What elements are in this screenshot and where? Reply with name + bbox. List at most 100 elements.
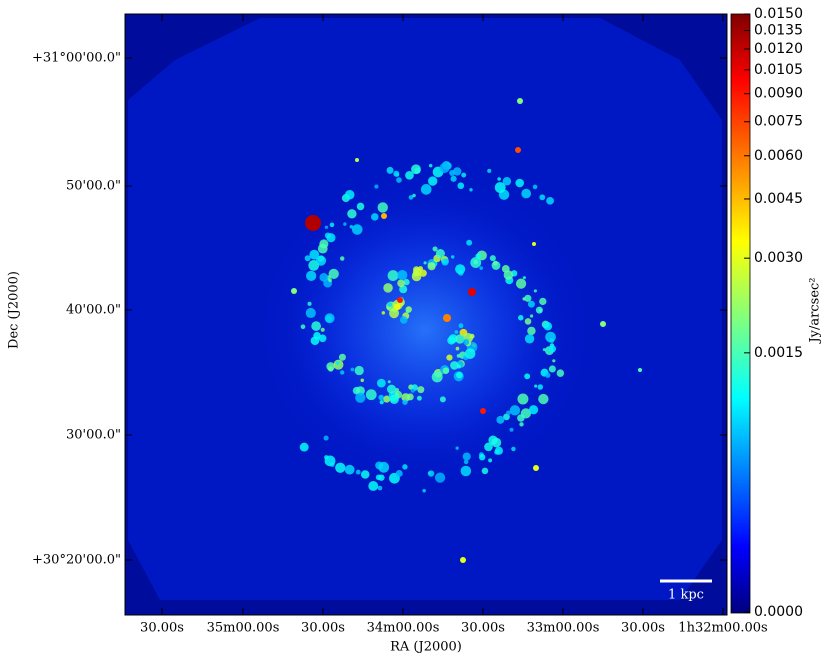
emission-region bbox=[326, 233, 336, 243]
emission-region bbox=[519, 422, 524, 427]
emission-region bbox=[324, 455, 329, 460]
bright-source bbox=[638, 368, 642, 372]
emission-region bbox=[439, 162, 450, 174]
emission-region bbox=[383, 395, 391, 403]
emission-region bbox=[479, 266, 483, 270]
emission-region bbox=[453, 167, 462, 176]
y-tick-label: +31°00'00.0" bbox=[32, 51, 121, 66]
emission-region bbox=[360, 378, 365, 383]
emission-region bbox=[381, 311, 385, 315]
emission-region bbox=[464, 348, 476, 359]
x-tick-label: 35m00.00s bbox=[207, 621, 280, 636]
emission-region bbox=[556, 369, 565, 377]
emission-region bbox=[463, 459, 469, 465]
emission-region bbox=[300, 324, 306, 330]
emission-region bbox=[393, 170, 400, 177]
emission-region bbox=[319, 273, 328, 282]
emission-region bbox=[548, 345, 557, 353]
colorbar-tick-label: 0.0015 bbox=[754, 345, 803, 361]
emission-region bbox=[517, 393, 529, 405]
emission-region bbox=[355, 386, 365, 396]
emission-region bbox=[503, 413, 510, 421]
emission-region bbox=[305, 307, 316, 319]
emission-region bbox=[469, 188, 473, 192]
emission-region bbox=[539, 194, 546, 201]
emission-region bbox=[371, 213, 379, 221]
emission-region bbox=[450, 175, 457, 182]
colorbar-tick-label: 0.0000 bbox=[754, 604, 803, 620]
emission-region bbox=[529, 314, 534, 318]
emission-region bbox=[501, 265, 510, 273]
emission-region bbox=[339, 256, 345, 261]
emission-region bbox=[478, 454, 486, 461]
emission-region bbox=[354, 365, 364, 376]
emission-region bbox=[324, 313, 335, 324]
emission-region bbox=[383, 283, 393, 293]
emission-region bbox=[446, 354, 453, 361]
emission-region bbox=[456, 371, 463, 379]
colorbar-tick-label: 0.0075 bbox=[754, 114, 803, 130]
colorbar-tick-label: 0.0045 bbox=[754, 191, 803, 207]
x-tick-label: 33m00.00s bbox=[527, 621, 600, 636]
emission-region bbox=[395, 469, 403, 477]
emission-region bbox=[329, 222, 335, 228]
x-tick-label: 30.00s bbox=[301, 621, 345, 636]
emission-region bbox=[319, 239, 329, 249]
emission-region bbox=[416, 395, 422, 401]
emission-region bbox=[406, 393, 414, 401]
emission-region bbox=[423, 261, 427, 265]
emission-region bbox=[397, 279, 405, 288]
emission-region bbox=[455, 346, 460, 351]
emission-region bbox=[442, 367, 450, 375]
emission-region bbox=[491, 437, 502, 448]
emission-region bbox=[496, 415, 505, 424]
emission-region bbox=[324, 225, 329, 229]
emission-region bbox=[517, 414, 525, 422]
colorbar-tick-label: 0.0120 bbox=[754, 41, 803, 57]
emission-region bbox=[318, 334, 327, 343]
emission-region bbox=[405, 309, 410, 314]
emission-region bbox=[410, 388, 415, 393]
colorbar-tick-label: 0.0030 bbox=[754, 250, 803, 266]
emission-region bbox=[299, 442, 309, 452]
emission-region bbox=[441, 258, 449, 266]
emission-region bbox=[455, 446, 459, 450]
emission-region bbox=[492, 260, 498, 266]
emission-region bbox=[309, 249, 320, 260]
image-frame bbox=[124, 13, 728, 616]
bright-source bbox=[517, 98, 523, 104]
emission-region bbox=[522, 276, 526, 280]
emission-region bbox=[462, 452, 471, 461]
emission-region bbox=[315, 255, 327, 266]
emission-region bbox=[350, 367, 355, 372]
emission-region bbox=[375, 474, 382, 481]
emission-region bbox=[399, 285, 408, 294]
emission-region bbox=[355, 469, 361, 475]
emission-region bbox=[494, 446, 503, 455]
sky-image bbox=[128, 18, 722, 600]
colorbar bbox=[730, 13, 751, 614]
emission-region bbox=[344, 464, 355, 475]
emission-region bbox=[552, 359, 556, 363]
emission-region bbox=[393, 303, 401, 311]
emission-region bbox=[488, 458, 493, 463]
emission-region bbox=[378, 394, 384, 401]
emission-region bbox=[529, 405, 539, 415]
emission-region bbox=[527, 326, 536, 336]
emission-region bbox=[518, 314, 524, 321]
emission-region bbox=[439, 396, 446, 403]
emission-region bbox=[396, 177, 402, 183]
emission-region bbox=[515, 178, 524, 188]
bright-source bbox=[443, 314, 451, 322]
emission-region bbox=[386, 384, 397, 394]
emission-region bbox=[328, 278, 332, 283]
colorbar-tick-label: 0.0150 bbox=[754, 6, 803, 22]
emission-region bbox=[344, 189, 355, 200]
emission-region bbox=[338, 353, 346, 361]
emission-region bbox=[427, 262, 436, 271]
emission-region bbox=[376, 378, 386, 388]
x-tick-label: 30.00s bbox=[140, 621, 184, 636]
emission-region bbox=[326, 362, 335, 371]
emission-region bbox=[524, 373, 531, 380]
